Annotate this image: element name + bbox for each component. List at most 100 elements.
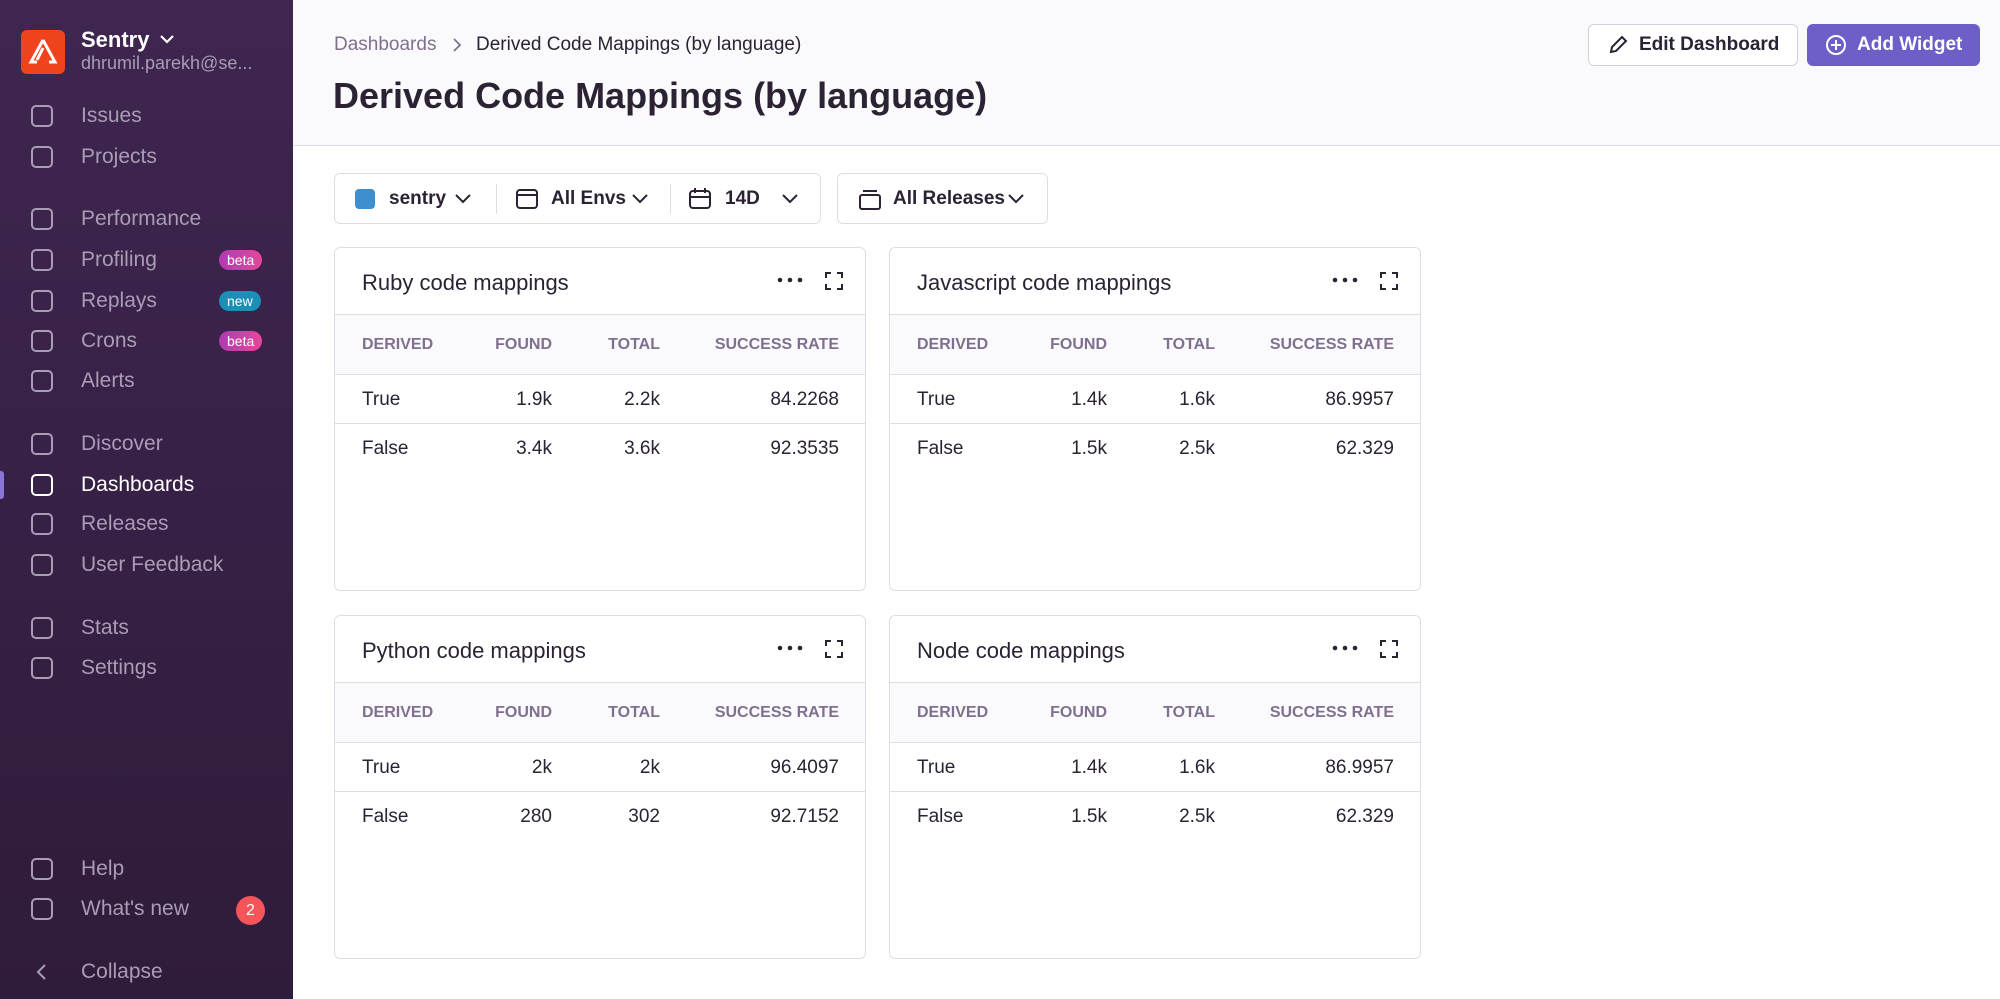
column-header: SUCCESS RATE [714, 704, 839, 721]
widget-title: Javascript code mappings [917, 270, 1172, 295]
widget: Python code mappings DERIVED FOUND TOTAL SUC… [334, 615, 866, 959]
column-header: TOTAL [1163, 704, 1215, 721]
column-header: FOUND [495, 336, 552, 353]
table-header: DERIVED FOUND TOTAL SUCCESS RATE [890, 682, 1420, 743]
dropdown-chevron [1003, 186, 1029, 217]
nav-icon [29, 206, 55, 237]
widget-expand[interactable] [823, 270, 845, 297]
icon-shape [31, 657, 53, 679]
nav-item[interactable]: Collapse [0, 952, 293, 992]
table-cell: False [917, 806, 964, 827]
widget-title: Python code mappings [362, 638, 586, 663]
breadcrumb-current: Derived Code Mappings (by language) [476, 34, 802, 55]
column-header: FOUND [495, 704, 552, 721]
nav-icon [29, 552, 55, 583]
nav-icon [29, 896, 55, 927]
expand-icon [1380, 272, 1398, 290]
add-widget-button[interactable]: Add Widget [1807, 24, 1981, 66]
active-indicator [0, 471, 4, 499]
table-cell: 1.6k [1179, 757, 1215, 778]
nav-item[interactable]: Profiling beta [0, 240, 293, 280]
nav-icon [29, 288, 55, 319]
nav-badge: new [219, 291, 261, 311]
table-cell: 2k [531, 757, 552, 778]
table-cell: 302 [628, 806, 660, 827]
expand-icon [825, 640, 843, 658]
project-filter[interactable]: sentry [389, 188, 447, 209]
nav-item[interactable]: Projects [0, 137, 293, 177]
icon-shape [455, 194, 471, 204]
org-avatar[interactable] [21, 30, 65, 74]
nav-icon [29, 144, 55, 175]
table-cell: 1.4k [1071, 757, 1107, 778]
table-cell: 86.9957 [1325, 389, 1394, 410]
widget-expand[interactable] [1378, 638, 1400, 665]
table-cell: False [917, 438, 964, 459]
widget-menu[interactable] [1330, 638, 1360, 663]
column-header: TOTAL [1163, 336, 1215, 353]
widget-menu[interactable] [775, 638, 805, 663]
nav-label: Performance [81, 207, 202, 230]
table-cell: 2k [639, 757, 660, 778]
nav-item[interactable]: What's new 2 [0, 889, 293, 929]
table-row: True 1.4k 1.6k 86.9957 [890, 375, 1420, 424]
column-header: TOTAL [608, 336, 660, 353]
calendar-icon [689, 188, 711, 209]
table-cell: 1.9k [516, 389, 552, 410]
column-header: DERIVED [917, 336, 989, 353]
table-cell: 1.6k [1179, 389, 1215, 410]
table-cell: True [362, 757, 401, 778]
table-header: DERIVED FOUND TOTAL SUCCESS RATE [335, 314, 865, 375]
date-filter[interactable]: 14D [725, 188, 760, 209]
table-cell: 62.329 [1335, 806, 1394, 827]
nav-item[interactable]: Issues [0, 96, 293, 136]
nav-item[interactable]: Dashboards [0, 465, 293, 505]
column-header: DERIVED [362, 704, 434, 721]
nav-icon [29, 247, 55, 278]
icon-shape [31, 146, 53, 168]
nav-item[interactable]: Settings [0, 648, 293, 688]
nav-item[interactable]: Releases [0, 504, 293, 544]
nav-label: Crons [81, 329, 138, 352]
widget: Node code mappings DERIVED FOUND TOTAL SUCCE… [889, 615, 1421, 959]
nav-item[interactable]: Alerts [0, 361, 293, 401]
icon-shape [31, 105, 53, 127]
widget-menu[interactable] [775, 270, 805, 295]
icon-shape [632, 194, 648, 204]
nav-label: User Feedback [81, 553, 224, 576]
widget-expand[interactable] [823, 638, 845, 665]
nav-item[interactable]: Performance [0, 199, 293, 239]
divider [496, 184, 497, 214]
nav-item[interactable]: User Feedback [0, 545, 293, 585]
column-header: FOUND [1050, 704, 1107, 721]
nav-item[interactable]: Stats [0, 608, 293, 648]
org-name[interactable]: Sentry [81, 27, 150, 52]
icon-shape [31, 474, 53, 496]
table-cell: 86.9957 [1325, 757, 1394, 778]
nav-item[interactable]: Replays new [0, 281, 293, 321]
release-filter[interactable]: All Releases [893, 188, 1005, 209]
org-chevron [160, 35, 174, 44]
nav-label: Projects [81, 145, 157, 168]
divider [670, 184, 671, 214]
column-header: DERIVED [917, 704, 989, 721]
nav-item[interactable]: Discover [0, 424, 293, 464]
nav-item[interactable]: Crons beta [0, 321, 293, 361]
env-filter[interactable]: All Envs [551, 188, 626, 209]
table-cell: 1.5k [1071, 438, 1107, 459]
widget-menu[interactable] [1330, 270, 1360, 295]
nav-label: Profiling [81, 248, 157, 271]
edit-dashboard-button[interactable]: Edit Dashboard [1588, 24, 1799, 66]
breadcrumb-link[interactable]: Dashboards [334, 34, 437, 55]
page-filter-bar: sentry All Envs 14D [334, 173, 821, 224]
ellipsis-icon [1332, 277, 1358, 283]
nav-label: Alerts [81, 369, 135, 392]
nav-item[interactable]: Help [0, 849, 293, 889]
icon-shape [31, 898, 53, 920]
table-cell: 1.4k [1071, 389, 1107, 410]
button-label: Add Widget [1857, 34, 1963, 55]
table-header: DERIVED FOUND TOTAL SUCCESS RATE [335, 682, 865, 743]
table-cell: 3.4k [516, 438, 552, 459]
table-cell: 92.7152 [770, 806, 839, 827]
widget-expand[interactable] [1378, 270, 1400, 297]
